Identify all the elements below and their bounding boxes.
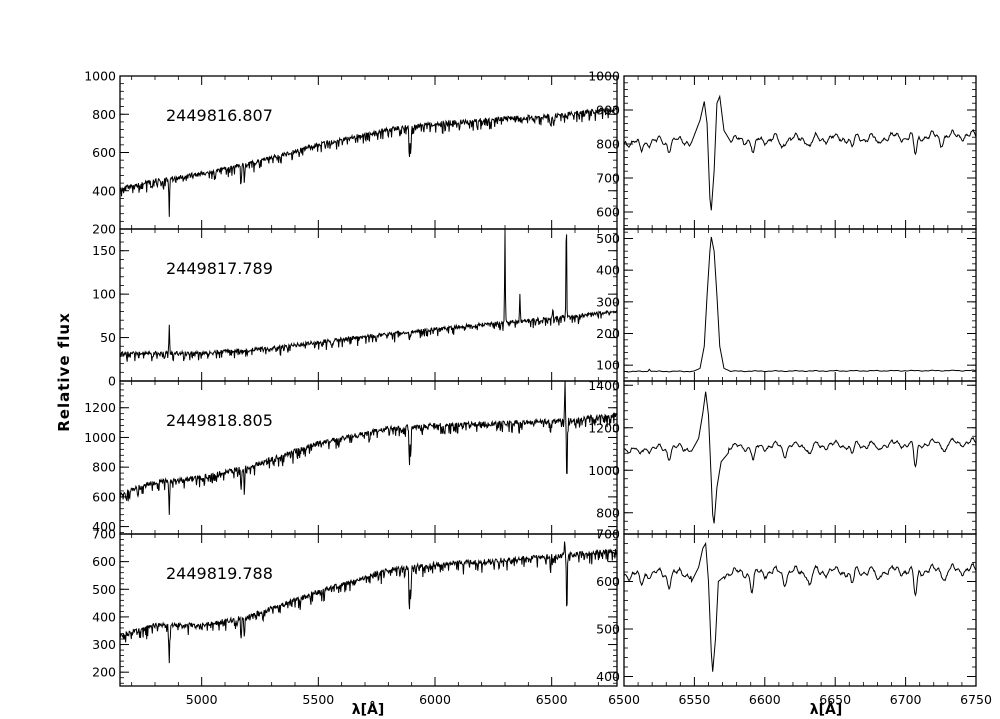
panel-frame [119, 228, 618, 382]
panel-frame [623, 228, 977, 382]
y-tick-label: 400 [596, 669, 620, 684]
x-axis-label-right: λ[Å] [810, 701, 843, 718]
y-tick-label: 800 [596, 137, 620, 152]
y-tick-label: 400 [92, 519, 116, 534]
y-tick-label: 600 [92, 145, 116, 160]
y-tick-label: 1000 [84, 69, 116, 84]
x-tick-label: 6500 [536, 692, 568, 707]
y-tick-label: 150 [92, 243, 116, 258]
panel-left-4: 200 300 400 500 600 700 5000 5500 6000 6500 244981… [92, 527, 618, 707]
y-tick-label: 1000 [588, 69, 620, 84]
panel-right-2: 100 200 300 400 500 [596, 228, 977, 382]
y-tick-label: 200 [92, 222, 116, 237]
y-tick-label: 1200 [588, 420, 620, 435]
y-tick-label: 600 [92, 489, 116, 504]
y-tick-label: 0 [108, 374, 116, 389]
y-tick-label: 400 [596, 263, 620, 278]
y-tick-label: 50 [100, 330, 116, 345]
epoch-label: 2449818.805 [166, 411, 273, 430]
y-tick-label: 800 [596, 505, 620, 520]
y-tick-label: 200 [596, 326, 620, 341]
x-tick-label: 6500 [608, 692, 640, 707]
y-tick-label: 200 [92, 665, 116, 680]
spectrum-line [120, 381, 617, 515]
y-tick-label: 100 [596, 358, 620, 373]
x-tick-label: 5500 [302, 692, 334, 707]
epoch-label: 2449819.788 [166, 564, 273, 583]
panel-left-3: 400 600 800 1000 1200 2449818.805 [84, 380, 618, 535]
y-tick-label: 500 [92, 582, 116, 597]
x-tick-label: 6000 [419, 692, 451, 707]
x-tick-label: 6600 [749, 692, 781, 707]
spectrum-line [120, 229, 617, 362]
y-axis-label: Relative flux [55, 312, 73, 432]
epoch-label: 2449817.789 [166, 259, 273, 278]
panel-right-3: 800 1000 1200 1400 [588, 378, 977, 535]
y-tick-label: 800 [92, 460, 116, 475]
x-tick-label: 6750 [960, 692, 992, 707]
y-tick-label: 1200 [84, 400, 116, 415]
epoch-label: 2449816.807 [166, 106, 273, 125]
spectrum-line [624, 94, 976, 211]
spectrum-line [120, 106, 617, 217]
spectrum-line [120, 541, 617, 664]
y-tick-label: 800 [92, 107, 116, 122]
panel-frame [623, 75, 977, 230]
y-tick-label: 700 [92, 527, 116, 542]
y-tick-label: 300 [596, 294, 620, 309]
spectrum-line [624, 391, 976, 524]
panel-right-4: 400 500 600 700 6500 6550 6600 6650 6700 6750 [596, 527, 992, 708]
y-tick-label: 100 [92, 287, 116, 302]
x-tick-label: 6700 [890, 692, 922, 707]
x-tick-label: 5000 [186, 692, 218, 707]
x-axis-label-left: λ[Å] [352, 701, 385, 718]
panel-frame [623, 533, 977, 687]
y-tick-label: 600 [596, 205, 620, 220]
y-tick-label: 700 [596, 527, 620, 542]
panel-left-2: 0 50 100 150 2449817.789 [92, 228, 618, 389]
x-tick-label: 6550 [678, 692, 710, 707]
y-tick-label: 600 [596, 574, 620, 589]
y-tick-label: 1000 [84, 430, 116, 445]
y-tick-label: 1000 [588, 463, 620, 478]
y-tick-label: 700 [596, 171, 620, 186]
panel-frame [623, 380, 977, 535]
y-tick-label: 600 [92, 554, 116, 569]
y-tick-label: 300 [92, 637, 116, 652]
y-tick-label: 900 [596, 103, 620, 118]
y-tick-label: 500 [596, 231, 620, 246]
spectrum-line [624, 236, 976, 373]
y-tick-label: 400 [92, 183, 116, 198]
panel-left-1: 200 400 600 800 1000 2449816.807 [84, 69, 618, 237]
panel-frame [119, 380, 618, 535]
panel-right-1: 600 700 800 900 1000 [588, 69, 977, 230]
x-tick-label: 6650 [819, 692, 851, 707]
y-tick-label: 500 [596, 622, 620, 637]
panels-group: 200 400 600 800 1000 2449816.807 0 50 100 150 2449… [84, 69, 992, 708]
y-tick-label: 400 [92, 609, 116, 624]
panel-frame [119, 75, 618, 230]
panel-frame [119, 533, 618, 687]
y-tick-label: 1400 [588, 378, 620, 393]
spectrum-line [624, 541, 976, 672]
